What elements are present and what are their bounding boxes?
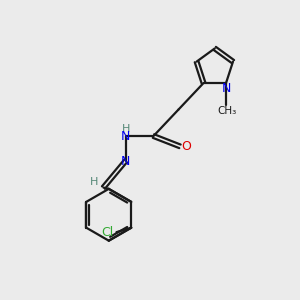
Text: N: N (121, 130, 130, 142)
Text: O: O (182, 140, 191, 153)
Text: N: N (221, 82, 231, 95)
Text: H: H (122, 124, 130, 134)
Text: N: N (121, 154, 130, 168)
Text: Cl: Cl (101, 226, 113, 239)
Text: H: H (90, 177, 98, 187)
Text: CH₃: CH₃ (218, 106, 237, 116)
